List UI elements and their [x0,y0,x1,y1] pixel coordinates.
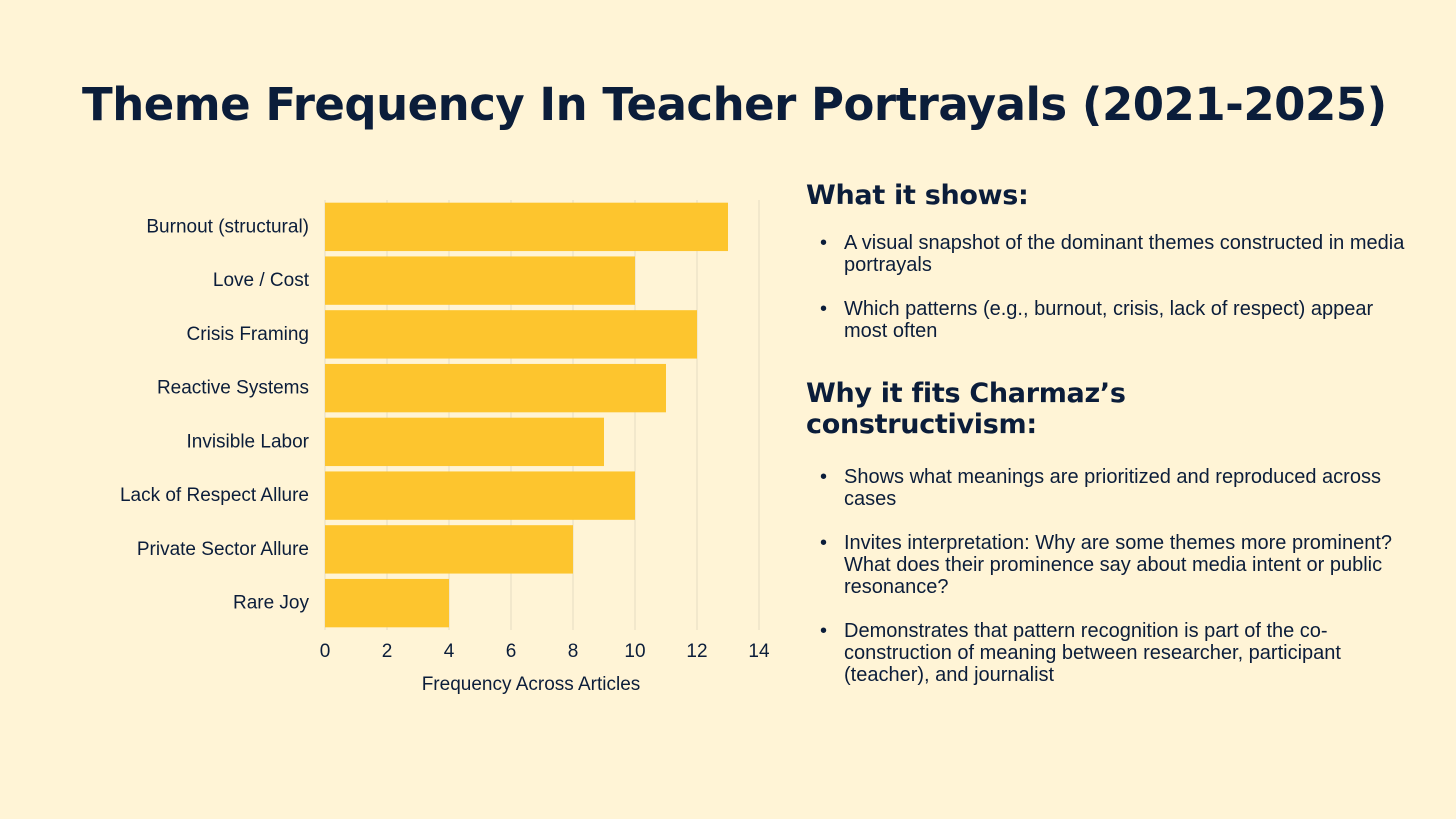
list-item: • Which patterns (e.g., burnout, crisis, … [820,298,1374,342]
x-axis-label: Frequency Across Articles [422,674,641,695]
bar-chart: Burnout (structural) Love / Cost Crisis Fr… [120,200,770,695]
tick-label: 8 [568,641,579,662]
bullet-icon: • [820,298,828,320]
tick-label: 10 [624,641,645,662]
what-it-shows-section: What it shows: • A visual snapshot of the… [806,180,1406,342]
tick-label: 0 [320,641,331,662]
bar [325,256,635,305]
what-it-shows-list: • A visual snapshot of the dominant theme… [806,232,1406,342]
page-title: Theme Frequency In Teacher Portrayals (2… [82,78,1387,131]
why-it-fits-list: • Shows what meanings are prioritized and… [806,466,1406,686]
bullet-icon: • [820,620,828,642]
category-label: Rare Joy [233,593,310,614]
category-label: Love / Cost [213,270,310,291]
tick-label: 6 [506,641,517,662]
tick-label: 4 [444,641,455,662]
bar [325,525,573,574]
list-item: • Demonstrates that pattern recognition i… [820,620,1341,686]
bullet-icon: • [820,532,828,554]
tick-label: 12 [686,641,707,662]
category-label: Crisis Framing [187,324,309,345]
list-item: • A visual snapshot of the dominant theme… [820,232,1405,276]
what-it-shows-heading: What it shows: [806,180,1029,211]
bar [325,417,604,467]
list-item: • Shows what meanings are prioritized and… [820,466,1381,510]
bullet-icon: • [820,466,828,488]
bullet-icon: • [820,232,828,254]
tick-label: 14 [748,641,770,662]
list-item: • Invites interpretation: Why are some th… [820,532,1393,598]
category-label: Invisible Labor [186,431,309,452]
category-label: Lack of Respect Allure [120,485,309,506]
why-it-fits-heading: Why it fits Charmaz’s constructivism: [806,378,1126,440]
bar [325,363,666,413]
bar [325,310,697,359]
category-label: Reactive Systems [157,378,309,399]
bar [325,471,635,520]
why-it-fits-section: Why it fits Charmaz’s constructivism: • S… [806,378,1406,686]
explanation-panel: What it shows: • A visual snapshot of the… [806,180,1406,708]
category-label: Burnout (structural) [146,216,309,237]
bar [325,578,449,628]
category-label: Private Sector Allure [137,539,309,560]
tick-label: 2 [382,641,393,662]
bar [325,202,728,252]
